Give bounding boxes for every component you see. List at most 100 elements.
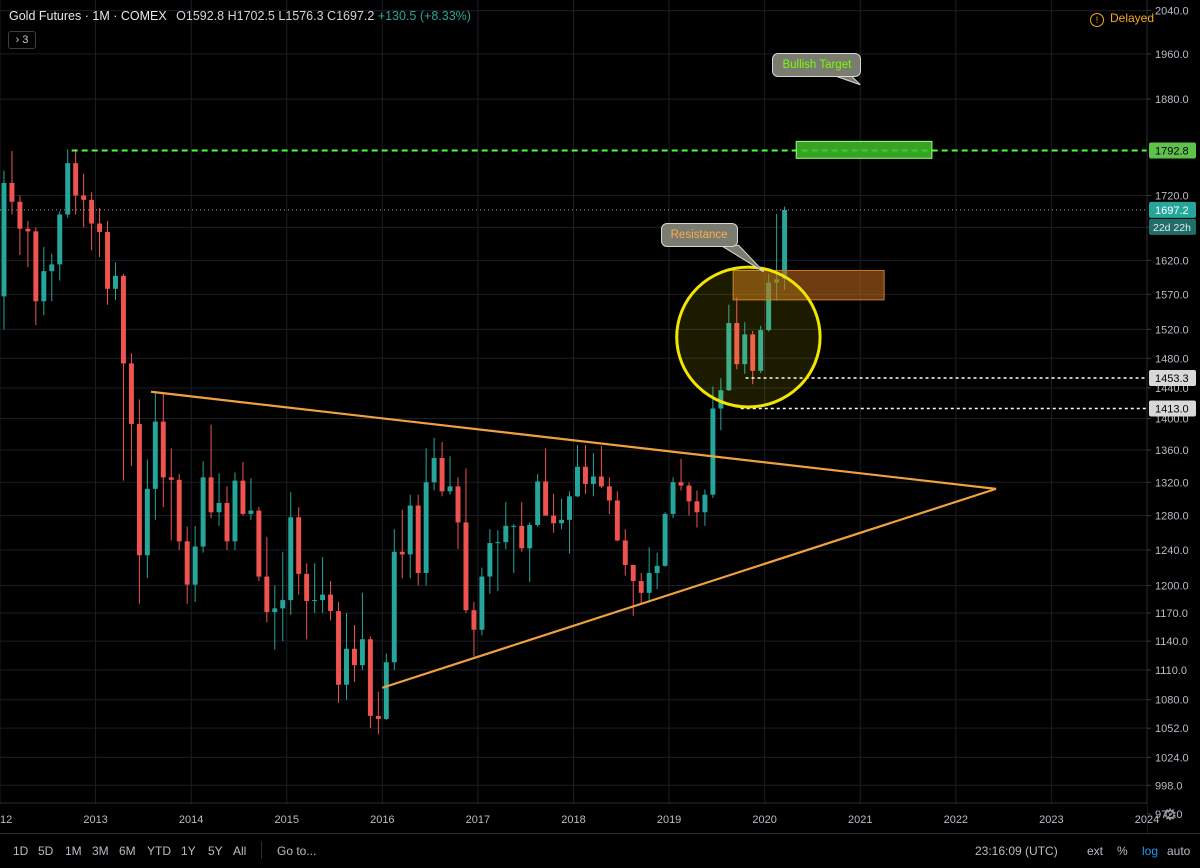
time-tick-label: 2021	[848, 814, 872, 826]
timeframe-ytd[interactable]: YTD	[147, 844, 171, 858]
price-tick-label: 1720.0	[1155, 190, 1189, 202]
candle-body	[224, 502, 230, 542]
candle-body	[367, 639, 373, 716]
candle-body	[399, 551, 405, 555]
time-tick-label: 2014	[179, 814, 203, 826]
price-tick-label: 1052.0	[1155, 723, 1189, 735]
candle-body	[782, 209, 788, 279]
time-tick-label: 2018	[561, 814, 585, 826]
price-axis-bg	[1147, 0, 1200, 833]
timeframe-3m[interactable]: 3M	[92, 844, 109, 858]
candle-body	[431, 457, 437, 483]
candle-body	[216, 502, 222, 513]
candle-body	[383, 662, 389, 719]
candle-body	[630, 564, 636, 582]
time-tick-label: 2023	[1039, 814, 1063, 826]
time-tick-label: 2020	[752, 814, 776, 826]
candle-body	[160, 421, 166, 478]
percent-toggle[interactable]: %	[1117, 844, 1128, 858]
resistance-text: Resistance	[670, 229, 728, 242]
price-tick-label: 1240.0	[1155, 545, 1189, 557]
candle-body	[351, 648, 357, 666]
delayed-status[interactable]: ! Delayed	[1090, 11, 1154, 27]
price-label-box	[1149, 201, 1196, 218]
candle-body	[328, 594, 334, 612]
candle-body	[646, 572, 652, 593]
candle-body	[614, 500, 620, 541]
candle-body	[567, 496, 572, 520]
bullish-target-callout[interactable]: Bullish Target	[772, 53, 862, 78]
timeframe-all[interactable]: All	[233, 844, 247, 858]
candle-body	[105, 231, 111, 289]
timeframe-5y[interactable]: 5Y	[208, 844, 223, 858]
open-value: O1592.8	[176, 9, 225, 23]
candle-body	[439, 457, 445, 492]
candle-body	[391, 551, 397, 663]
candle-body	[519, 525, 525, 549]
price-label-text: 1792.8	[1155, 146, 1189, 158]
candle-body	[65, 163, 71, 215]
candle-body	[559, 519, 565, 524]
candle-body	[670, 482, 676, 514]
candle-body	[152, 421, 158, 489]
timeframe-5d[interactable]: 5D	[38, 844, 54, 858]
price-label-box	[1149, 142, 1196, 159]
candle-body	[25, 228, 31, 232]
candle-body	[192, 546, 198, 585]
close-value: C1697.2	[327, 9, 375, 23]
timeframe-1d[interactable]: 1D	[13, 844, 29, 858]
auto-toggle[interactable]: auto	[1167, 844, 1191, 858]
timeframe-1y[interactable]: 1Y	[181, 844, 196, 858]
candle-body	[296, 517, 302, 574]
toolbar-divider	[261, 841, 262, 859]
candle-body	[113, 275, 118, 289]
candle-body	[686, 485, 692, 502]
candle-body	[423, 482, 429, 573]
candle-body	[511, 525, 517, 527]
candle-body	[654, 565, 660, 573]
warning-icon: !	[1090, 13, 1104, 27]
candle-body	[168, 477, 174, 480]
drawings	[0, 74, 1147, 689]
candle-body	[662, 513, 668, 566]
indicators-count: 3	[22, 34, 29, 46]
ext-toggle[interactable]: ext	[1087, 844, 1104, 858]
time-tick-label: 2013	[83, 814, 107, 826]
candle-body	[304, 573, 310, 602]
timeframe-1m[interactable]: 1M	[65, 844, 82, 858]
resistance-callout[interactable]: Resistance	[660, 223, 738, 248]
price-tick-label: 1960.0	[1155, 49, 1189, 61]
gear-icon[interactable]: ⚙	[1162, 807, 1178, 824]
candle-body	[288, 517, 294, 601]
high-value: H1702.5	[227, 9, 275, 23]
candle-body	[375, 715, 381, 719]
candle-body	[200, 477, 206, 547]
indicators-toggle[interactable]: › 3	[8, 31, 36, 49]
candle-body	[184, 541, 190, 585]
timeframe-6m[interactable]: 6M	[119, 844, 136, 858]
price-label-box	[1149, 400, 1196, 417]
candle-body	[638, 581, 644, 593]
candle-body	[766, 282, 772, 331]
price-label-text: 1453.3	[1155, 373, 1189, 385]
time-tick-label: 2017	[466, 814, 490, 826]
time-tick-label: 2019	[657, 814, 681, 826]
symbol-title[interactable]: Gold Futures · 1M · COMEX	[9, 9, 167, 23]
price-label-box	[1149, 370, 1196, 387]
price-tick-label: 1170.0	[1155, 608, 1188, 620]
price-tick-label: 1320.0	[1155, 477, 1189, 489]
target-zone[interactable]	[795, 140, 933, 159]
candle-body	[359, 639, 365, 666]
price-tick-label: 998.0	[1155, 780, 1183, 792]
price-tick-label: 1200.0	[1155, 581, 1189, 593]
candle-body	[527, 524, 533, 549]
log-toggle[interactable]: log	[1142, 844, 1159, 858]
candle-body	[57, 214, 63, 265]
price-tick-label: 972.0	[1155, 809, 1183, 821]
candle-body	[487, 543, 493, 577]
candle-body	[256, 510, 262, 577]
candle-body	[710, 408, 716, 495]
candle-body	[73, 163, 79, 196]
goto-button[interactable]: Go to...	[277, 844, 317, 858]
